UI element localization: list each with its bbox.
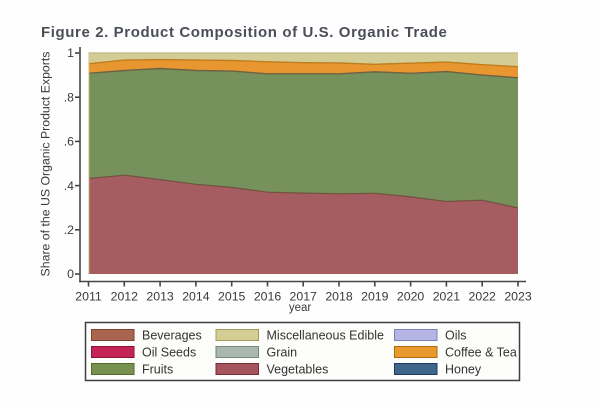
svg-text:Share of the US Organic Produc: Share of the US Organic Product Exports bbox=[39, 52, 53, 277]
svg-text:Fruits: Fruits bbox=[142, 363, 173, 377]
svg-text:2013: 2013 bbox=[146, 289, 174, 303]
svg-text:1: 1 bbox=[67, 46, 74, 60]
svg-text:Oil Seeds: Oil Seeds bbox=[142, 346, 196, 360]
svg-text:2015: 2015 bbox=[218, 289, 246, 303]
svg-text:Grain: Grain bbox=[267, 346, 298, 360]
svg-text:2022: 2022 bbox=[469, 289, 497, 303]
svg-text:2019: 2019 bbox=[361, 289, 389, 303]
svg-text:year: year bbox=[289, 302, 312, 314]
svg-text:2017: 2017 bbox=[290, 289, 318, 303]
svg-text:2012: 2012 bbox=[111, 289, 139, 303]
svg-text:2021: 2021 bbox=[433, 289, 461, 303]
svg-text:2016: 2016 bbox=[254, 289, 282, 303]
svg-text:Figure 2. Product Composition: Figure 2. Product Composition of U.S. Or… bbox=[41, 24, 447, 41]
svg-text:2011: 2011 bbox=[75, 289, 102, 303]
svg-text:Coffee & Tea: Coffee & Tea bbox=[445, 346, 517, 360]
svg-text:2023: 2023 bbox=[504, 289, 532, 303]
svg-text:.8: .8 bbox=[64, 90, 74, 104]
svg-text:Vegetables: Vegetables bbox=[267, 363, 329, 377]
svg-text:.2: .2 bbox=[64, 223, 74, 237]
svg-text:Oils: Oils bbox=[445, 329, 467, 343]
svg-text:2014: 2014 bbox=[182, 289, 210, 303]
svg-text:.4: .4 bbox=[64, 179, 74, 193]
svg-text:Beverages: Beverages bbox=[142, 329, 202, 343]
svg-text:Miscellaneous Edible: Miscellaneous Edible bbox=[267, 329, 384, 343]
svg-text:2018: 2018 bbox=[325, 289, 353, 303]
svg-text:2020: 2020 bbox=[397, 289, 425, 303]
svg-text:0: 0 bbox=[67, 267, 74, 281]
svg-text:Honey: Honey bbox=[445, 363, 482, 377]
svg-text:.6: .6 bbox=[64, 135, 74, 149]
